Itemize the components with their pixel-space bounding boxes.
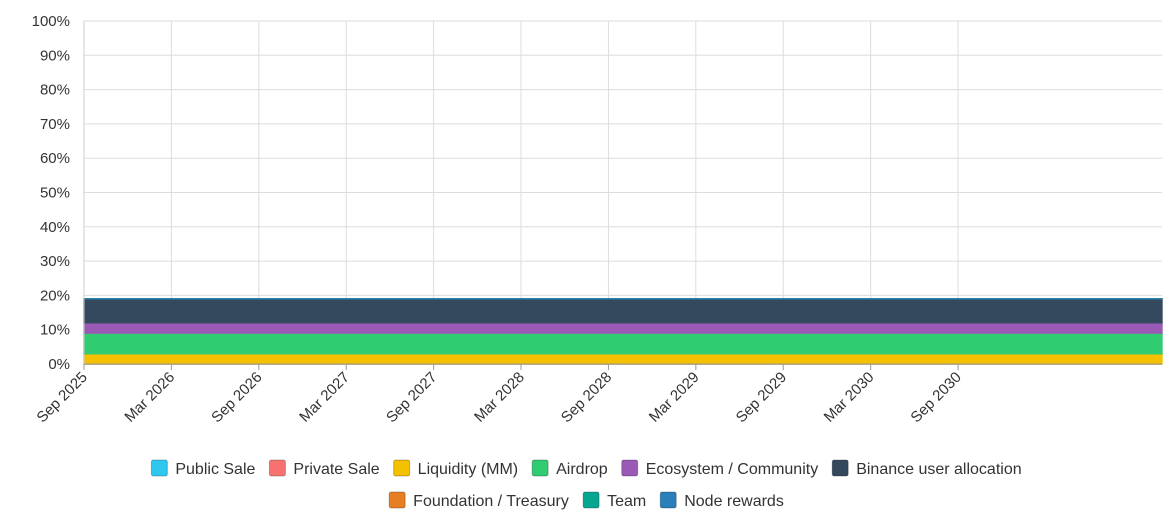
- legend-label: Node rewards: [684, 493, 784, 510]
- y-tick-label: 80%: [40, 82, 70, 99]
- legend-item-liquidity-mm[interactable]: Liquidity (MM): [393, 459, 518, 478]
- legend-item-public-sale[interactable]: Public Sale: [150, 459, 256, 478]
- x-tick-label: Mar 2030: [821, 369, 878, 426]
- y-tick-label: 30%: [40, 253, 70, 270]
- legend-swatch: [388, 491, 406, 509]
- legend-item-airdrop[interactable]: Airdrop: [531, 459, 608, 478]
- y-tick-label: 10%: [40, 322, 70, 339]
- legend-label: Foundation / Treasury: [413, 493, 569, 510]
- y-tick-label: 60%: [40, 150, 70, 167]
- legend-label: Team: [607, 493, 646, 510]
- y-tick-label: 90%: [40, 47, 70, 64]
- x-axis-tick-labels: Sep 2025 Mar 2026 Sep 2026 Mar 2027 Sep 2027…: [33, 369, 964, 426]
- legend-label: Public Sale: [175, 461, 255, 478]
- legend-label: Airdrop: [556, 461, 608, 478]
- x-tick-label: Mar 2027: [296, 369, 353, 426]
- x-tick-label: Sep 2027: [383, 369, 440, 426]
- legend-swatch: [150, 459, 168, 477]
- x-tick-label: Sep 2030: [907, 369, 964, 426]
- legend-swatch: [268, 459, 286, 477]
- legend-item-private-sale[interactable]: Private Sale: [268, 459, 380, 478]
- y-tick-label: 0%: [48, 356, 70, 373]
- axes: [83, 21, 1162, 370]
- legend-label: Liquidity (MM): [418, 461, 518, 478]
- area-liquidity-mm[interactable]: [83, 352, 1163, 365]
- legend-label: Ecosystem / Community: [646, 461, 818, 478]
- area-series: [83, 298, 1163, 365]
- x-tick-label: Sep 2025: [33, 369, 90, 426]
- legend-item-team[interactable]: Team: [582, 491, 646, 510]
- legend-item-binance-user-allocation[interactable]: Binance user allocation: [831, 459, 1022, 478]
- legend-swatch: [831, 459, 849, 477]
- legend-swatch: [582, 491, 600, 509]
- legend-swatch: [621, 459, 639, 477]
- x-tick-label: Mar 2026: [121, 369, 178, 426]
- legend-item-ecosystem-community[interactable]: Ecosystem / Community: [621, 459, 818, 478]
- x-tick-label: Sep 2029: [733, 369, 790, 426]
- legend-swatch: [393, 459, 411, 477]
- x-tick-label: Mar 2028: [471, 369, 528, 426]
- y-tick-label: 100%: [32, 13, 70, 30]
- legend-label: Binance user allocation: [856, 461, 1021, 478]
- y-tick-label: 70%: [40, 116, 70, 133]
- x-tick-label: Sep 2026: [208, 369, 265, 426]
- x-tick-label: Sep 2028: [558, 369, 615, 426]
- area-airdrop[interactable]: [83, 332, 1163, 355]
- area-ecosystem-community[interactable]: [83, 322, 1163, 334]
- legend-swatch: [531, 459, 549, 477]
- legend-item-node-rewards[interactable]: Node rewards: [659, 491, 784, 510]
- y-tick-label: 50%: [40, 185, 70, 202]
- legend-item-foundation-treasury[interactable]: Foundation / Treasury: [388, 491, 569, 510]
- legend: Public Sale Private Sale Liquidity (MM) Air…: [150, 459, 1022, 510]
- x-tick-label: Mar 2029: [646, 369, 703, 426]
- legend-swatch: [659, 491, 677, 509]
- y-tick-label: 20%: [40, 287, 70, 304]
- y-axis-tick-labels: 0% 10% 20% 30% 40% 50% 60% 70% 80% 90% 100%: [32, 13, 70, 373]
- area-binance-user-allocation[interactable]: [83, 298, 1163, 324]
- legend-label: Private Sale: [293, 461, 379, 478]
- y-tick-label: 40%: [40, 219, 70, 236]
